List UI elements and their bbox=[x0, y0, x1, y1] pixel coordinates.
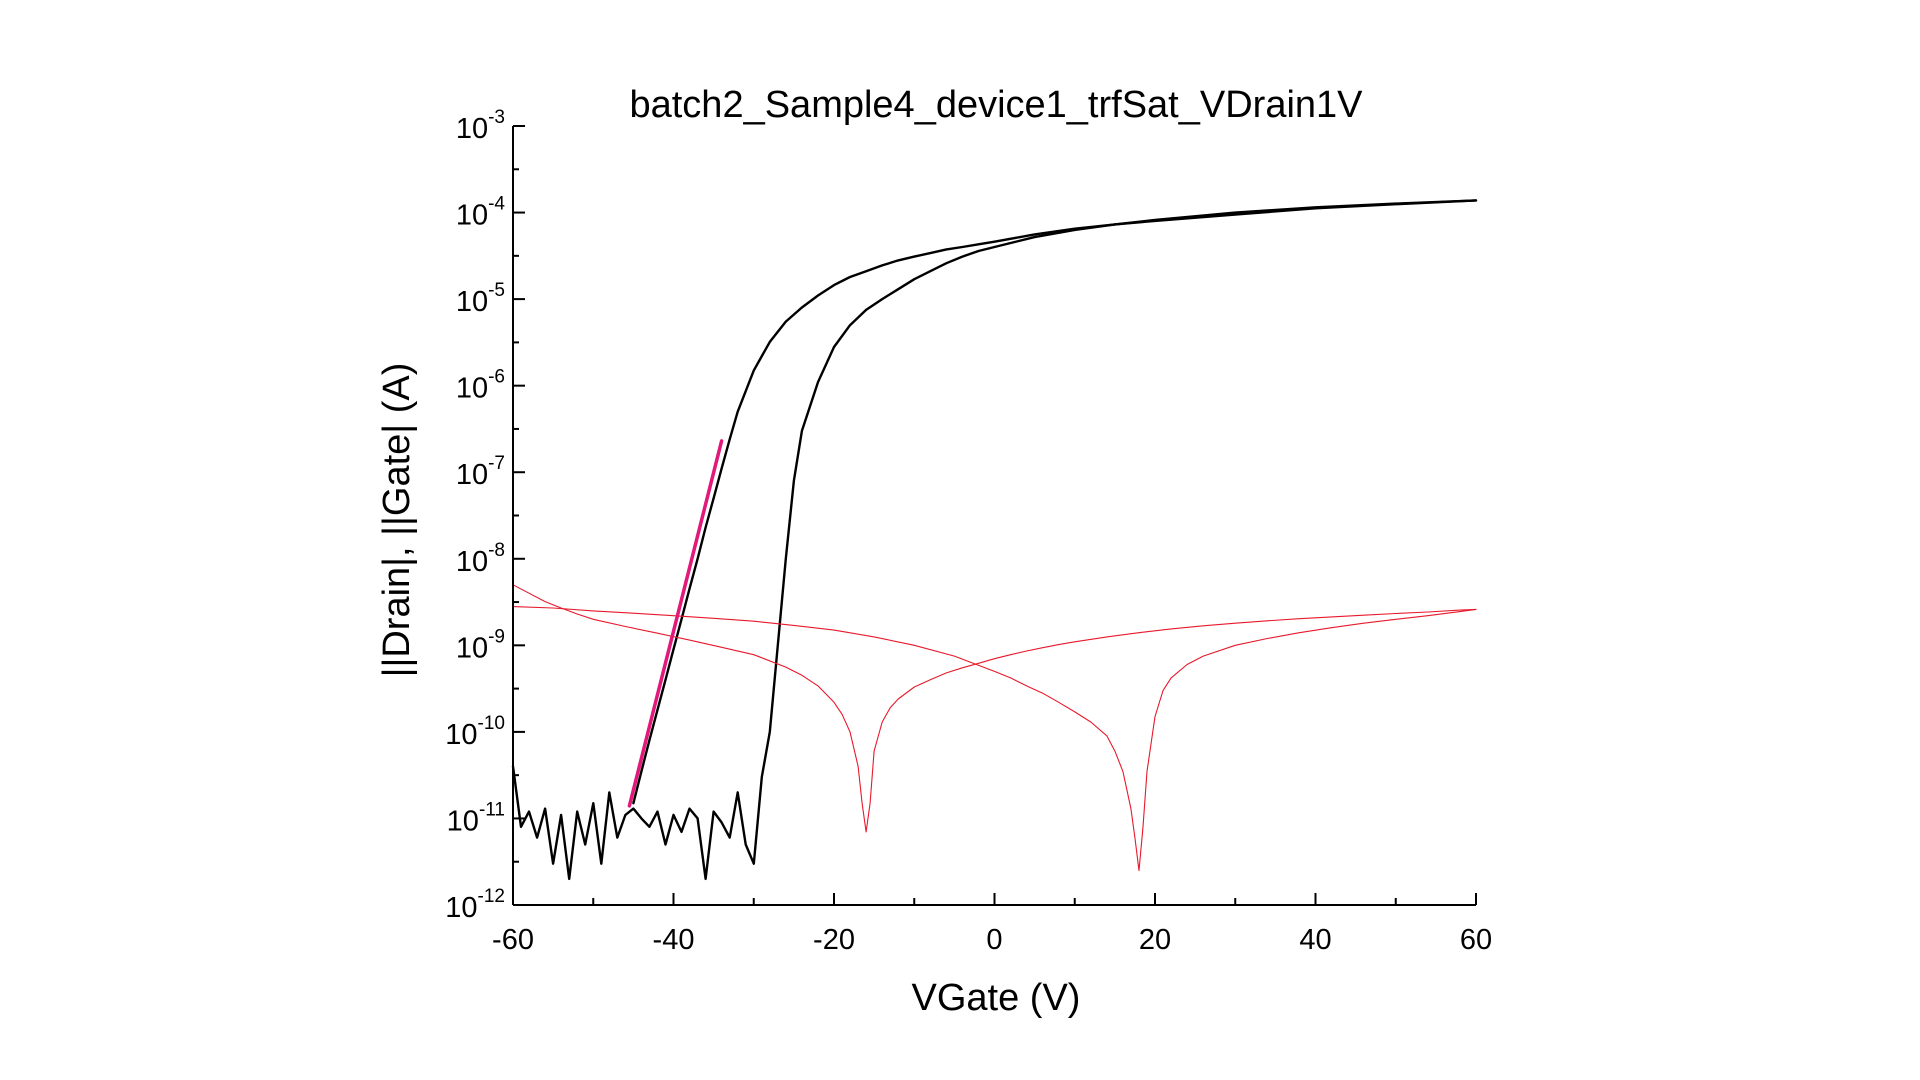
x-tick-label: 0 bbox=[986, 924, 1002, 956]
y-tick-label: 10-9 bbox=[456, 626, 505, 664]
y-tick-label: 10-10 bbox=[445, 713, 505, 751]
x-tick-label: 60 bbox=[1460, 924, 1492, 956]
series-line-5 bbox=[627, 439, 724, 808]
axes: -60 -40 -20 0 20 40 60 10-12 10-11 10-10 10-9 10-8 1… bbox=[445, 107, 1492, 956]
y-axis-label: ||Drain|, ||Gate| (A) bbox=[376, 363, 418, 678]
series-line-1 bbox=[511, 199, 1478, 881]
series-line-4 bbox=[512, 606, 1477, 872]
x-tick-label: -60 bbox=[492, 924, 534, 956]
plot-area bbox=[511, 199, 1478, 881]
y-tick-label: 10-5 bbox=[456, 280, 505, 318]
y-tick-label: 10-3 bbox=[456, 107, 505, 145]
y-tick-label: 10-11 bbox=[447, 799, 505, 837]
y-tick-label: 10-4 bbox=[456, 194, 506, 232]
x-tick-label: -20 bbox=[813, 924, 855, 956]
y-tick-label: 10-8 bbox=[456, 540, 505, 578]
x-axis-label: VGate (V) bbox=[912, 977, 1081, 1019]
y-tick-label: 10-6 bbox=[456, 367, 505, 405]
chart-title: batch2_Sample4_device1_trfSat_VDrain1V bbox=[629, 84, 1363, 126]
x-tick-label: 20 bbox=[1139, 924, 1171, 956]
y-tick-label: 10-12 bbox=[445, 886, 505, 924]
series-line-2 bbox=[632, 199, 1478, 805]
y-tick-label: 10-7 bbox=[456, 453, 505, 491]
series-line-3 bbox=[512, 584, 1477, 833]
x-tick-label: 40 bbox=[1299, 924, 1331, 956]
x-tick-label: -40 bbox=[653, 924, 695, 956]
